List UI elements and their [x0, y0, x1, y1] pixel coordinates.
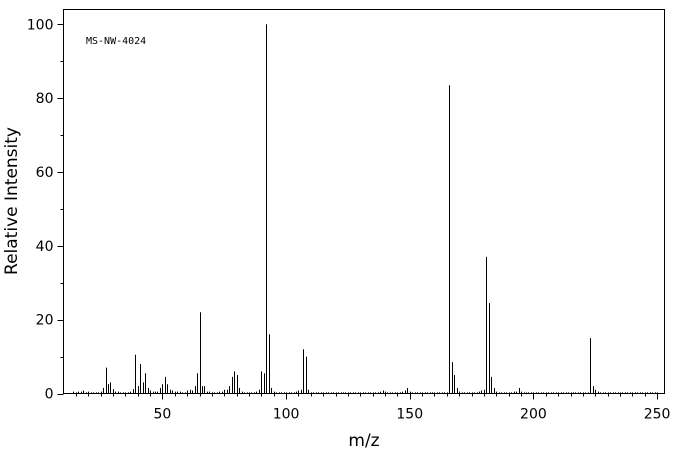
spectrum-id-label: MS-NW-4024 — [86, 36, 146, 47]
x-tick-label: 150 — [396, 407, 423, 423]
y-tick-label: 80 — [36, 91, 54, 107]
y-axis-label: Relative Intensity — [2, 127, 22, 275]
y-tick-label: 20 — [36, 313, 54, 329]
spectrum-bars — [73, 24, 658, 394]
y-tick-label: 0 — [45, 387, 54, 403]
x-tick-label: 250 — [644, 407, 671, 423]
x-axis-ticks: 50 100 150 200 250 — [76, 393, 671, 423]
y-tick-label: 60 — [36, 165, 54, 181]
y-tick-label: 100 — [27, 17, 54, 33]
x-tick-label: 100 — [273, 407, 300, 423]
x-axis-label: m/z — [348, 431, 379, 451]
x-tick-label: 200 — [520, 407, 547, 423]
y-tick-label: 40 — [36, 239, 54, 255]
x-tick-label: 50 — [154, 407, 172, 423]
y-axis-ticks: 0 20 40 60 80 100 — [27, 17, 64, 403]
plot-frame — [63, 9, 665, 394]
